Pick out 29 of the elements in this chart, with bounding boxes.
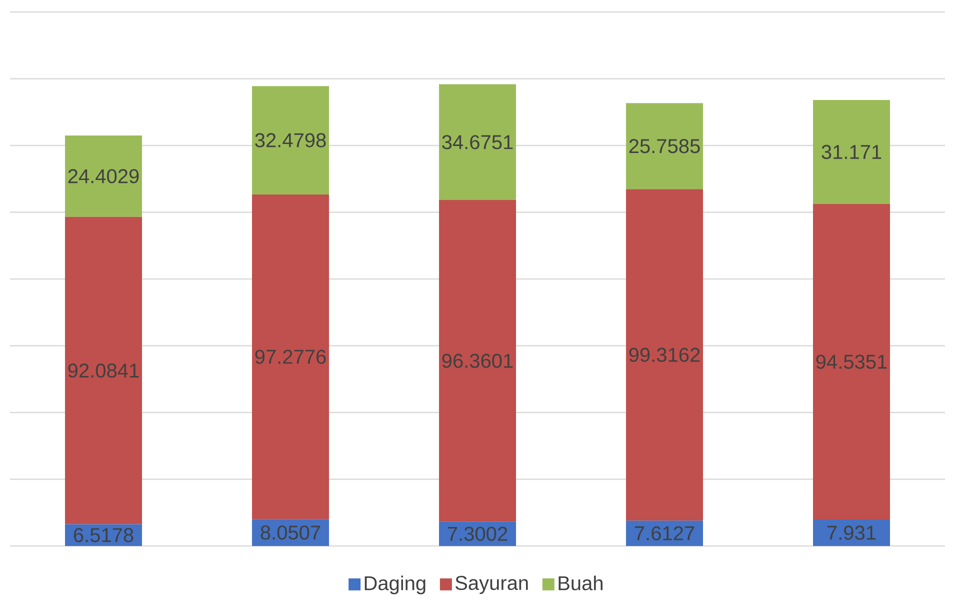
bar [252, 86, 330, 194]
data-label: 25.7585 [629, 139, 700, 154]
bar [626, 103, 704, 190]
bar [626, 189, 704, 521]
bar [813, 520, 890, 546]
legend-label: Sayuran [455, 576, 528, 594]
bar [439, 84, 516, 200]
bar [65, 216, 142, 524]
data-label: 7.3002 [448, 526, 508, 541]
data-label: 24.4029 [68, 169, 139, 184]
data-label: 7.931 [828, 526, 876, 540]
data-label: 99.3162 [629, 348, 700, 362]
bar [439, 200, 516, 522]
data-label: 32.4798 [255, 133, 326, 148]
data-label: 94.5351 [816, 354, 887, 369]
data-label: 31.171 [822, 144, 882, 160]
data-label: 96.3601 [442, 354, 513, 368]
data-label: 7.6127 [634, 526, 694, 540]
data-label: 92.0841 [68, 363, 139, 378]
data-label: 8.0507 [260, 525, 320, 540]
bar [252, 194, 330, 520]
legend-label: Buah [558, 576, 602, 590]
bar [65, 135, 142, 217]
bar [813, 100, 890, 204]
bar [813, 204, 890, 520]
data-label: 6.5178 [74, 528, 134, 542]
data-label: 34.6751 [442, 135, 513, 150]
legend-label: Daging [364, 576, 426, 594]
data-label: 97.2776 [255, 350, 326, 364]
